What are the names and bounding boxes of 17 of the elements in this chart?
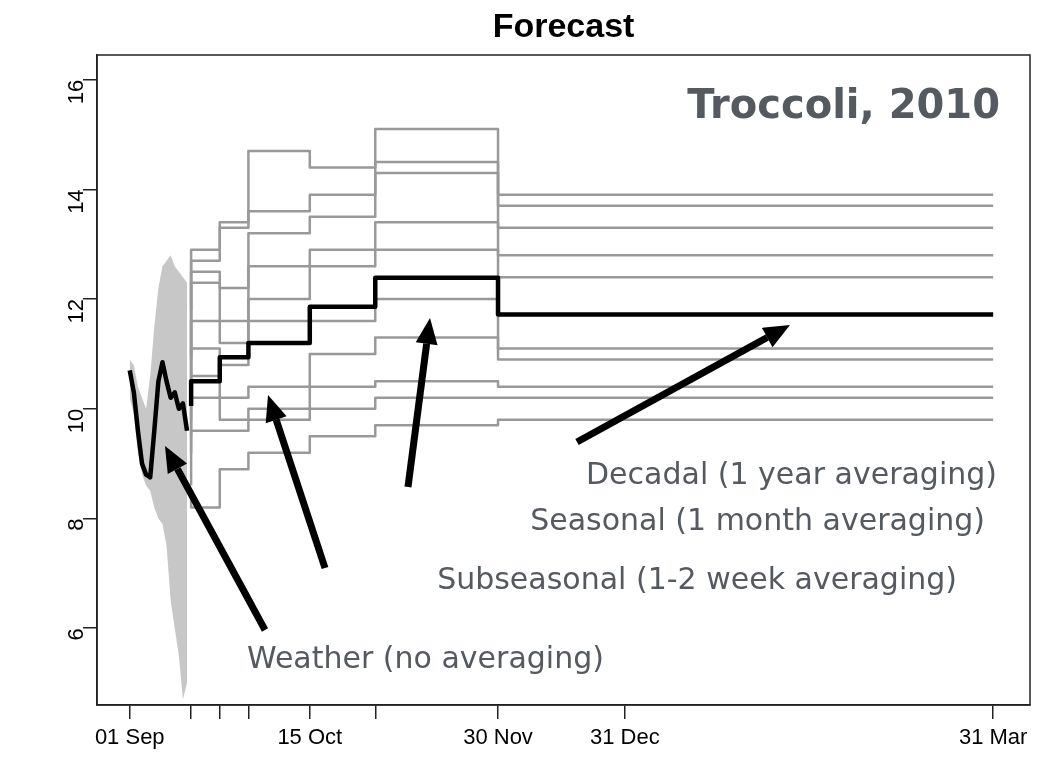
x-tick-label: 30 Nov bbox=[463, 724, 533, 750]
annotation: Subseasonal (1-2 week averaging) bbox=[437, 560, 957, 596]
y-tick-label: 8 bbox=[63, 518, 89, 531]
annotation: Seasonal (1 month averaging) bbox=[530, 501, 985, 537]
x-tick-label: 31 Dec bbox=[590, 724, 660, 750]
y-tick-label: 12 bbox=[63, 299, 89, 324]
y-tick-label: 14 bbox=[63, 189, 89, 214]
annotation: Weather (no averaging) bbox=[247, 639, 604, 675]
y-tick-label: 16 bbox=[63, 79, 89, 105]
x-tick-label: 15 Oct bbox=[277, 724, 343, 750]
y-tick-label: 6 bbox=[63, 628, 89, 641]
annotation: Decadal (1 year averaging) bbox=[586, 455, 997, 491]
x-tick-label: 01 Sep bbox=[94, 724, 165, 750]
x-tick-label: 31 Mar bbox=[958, 724, 1028, 750]
annotation: Troccoli, 2010 bbox=[687, 81, 1000, 128]
chart-title: Forecast bbox=[492, 6, 635, 45]
y-tick-label: 10 bbox=[63, 408, 89, 434]
